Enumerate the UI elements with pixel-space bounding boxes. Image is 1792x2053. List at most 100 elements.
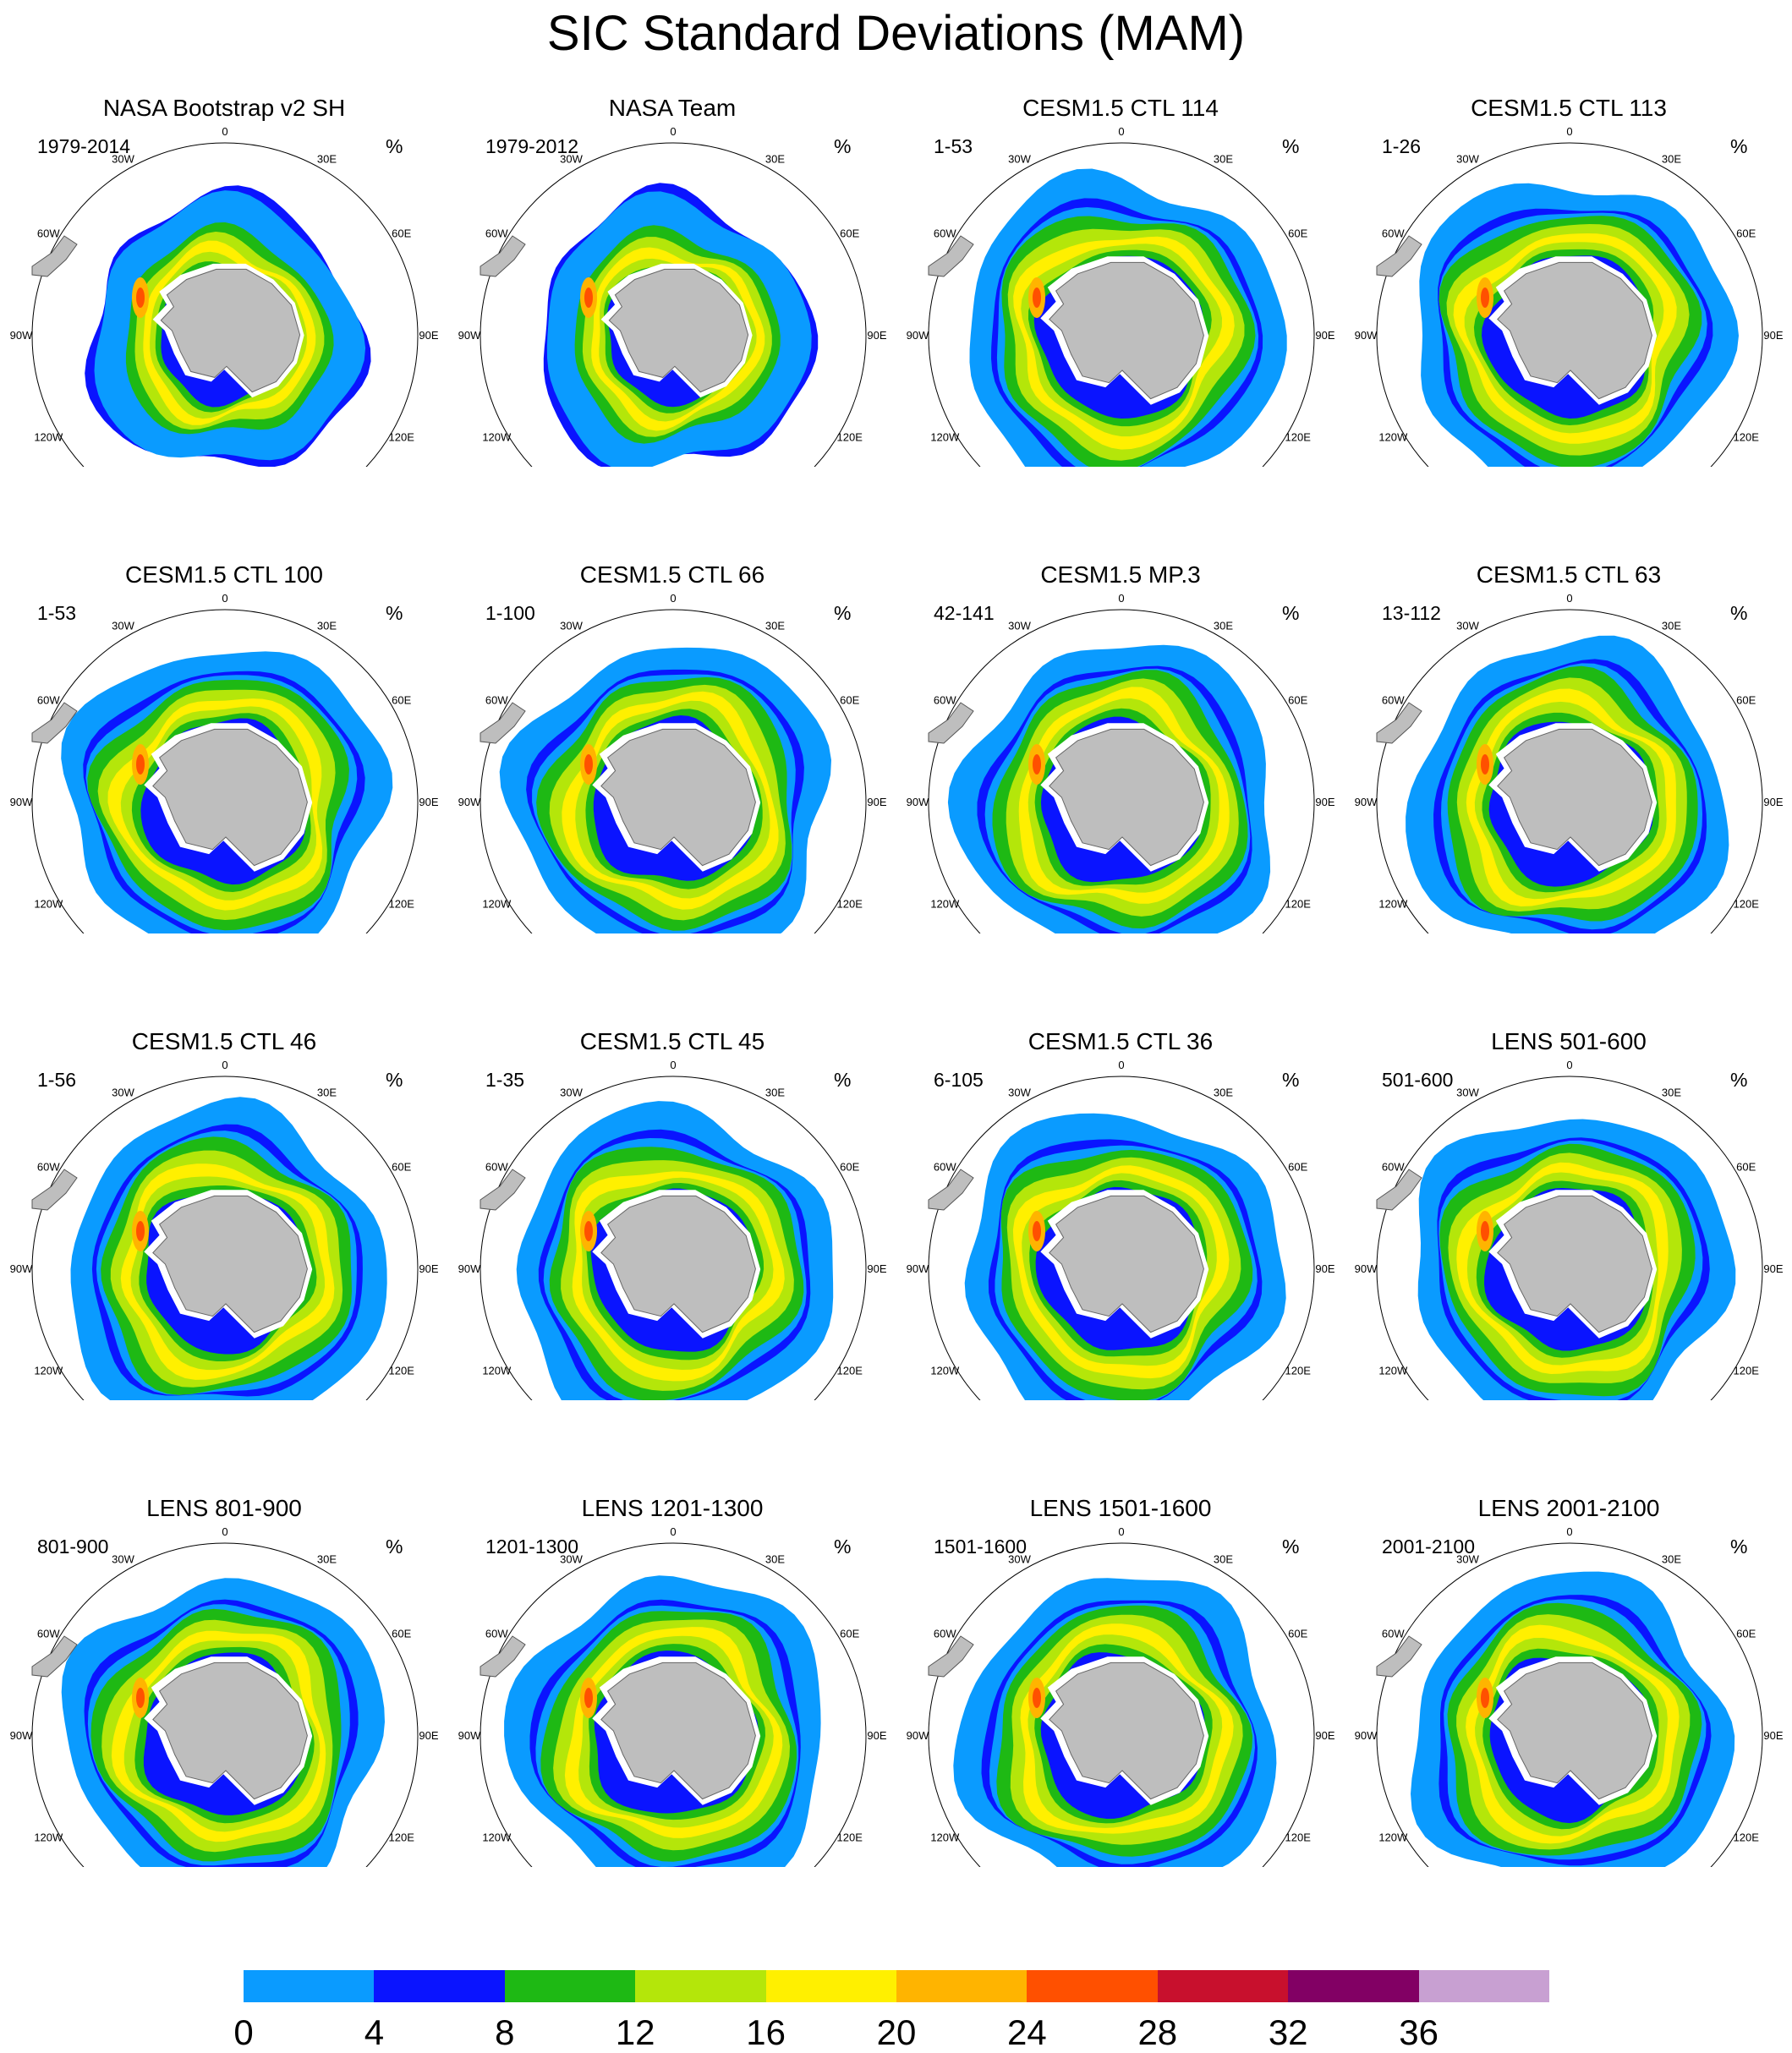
longitude-label: 30W xyxy=(560,1086,583,1098)
map-panel: 030E60E90E120E150E180150W120W90W60W30WCE… xyxy=(0,933,448,1400)
longitude-label: 120E xyxy=(389,1365,415,1377)
polar-map: 030E60E90E120E150E180150W120W90W60W30W xyxy=(907,1059,1335,1400)
panel-unit-label: % xyxy=(1730,1069,1748,1091)
longitude-label: 60E xyxy=(1288,694,1307,707)
map-panel: 030E60E90E120E150E180150W120W90W60W30WCE… xyxy=(0,467,448,933)
longitude-label: 120E xyxy=(837,898,863,911)
sic-stddev-contour xyxy=(1033,287,1041,308)
longitude-label: 60E xyxy=(840,1628,859,1640)
panel-title: CESM1.5 CTL 63 xyxy=(1476,561,1662,588)
panel-unit-label: % xyxy=(386,602,403,624)
panel-period: 1-35 xyxy=(485,1069,525,1091)
antarctica-landmass xyxy=(152,1662,308,1800)
longitude-label: 120E xyxy=(1734,1831,1760,1844)
longitude-label: 30W xyxy=(1456,152,1479,165)
longitude-label: 90W xyxy=(10,1729,33,1742)
longitude-label: 30E xyxy=(1214,619,1233,632)
panel-title: CESM1.5 CTL 66 xyxy=(579,561,765,588)
longitude-label: 60W xyxy=(1382,227,1405,240)
longitude-label: 60E xyxy=(392,1628,411,1640)
antarctica-landmass xyxy=(1049,261,1204,400)
polar-map: 030E60E90E120E150E180150W120W90W60W30W xyxy=(458,1059,887,1400)
longitude-label: 90W xyxy=(458,1262,481,1275)
longitude-label: 60W xyxy=(485,1161,508,1174)
panel-title: LENS 1501-1600 xyxy=(1029,1495,1212,1521)
antarctica-landmass xyxy=(152,1195,308,1333)
longitude-label: 90W xyxy=(10,796,33,808)
map-panel: 030E60E90E120E150E180150W120W90W60W30WCE… xyxy=(896,0,1345,467)
longitude-label: 90E xyxy=(867,329,886,342)
colorbar-tick-label: 16 xyxy=(746,2012,786,2052)
longitude-label: 0 xyxy=(1566,1525,1572,1538)
longitude-label: 120W xyxy=(482,431,512,444)
sic-stddev-contour xyxy=(584,1221,593,1241)
colorbar-tick-label: 12 xyxy=(615,2012,655,2052)
longitude-label: 60W xyxy=(934,227,956,240)
polar-map: 030E60E90E120E150E180150W120W90W60W30W xyxy=(10,1525,439,1867)
polar-map: 030E60E90E120E150E180150W120W90W60W30W xyxy=(1355,125,1784,467)
longitude-label: 90E xyxy=(419,1729,438,1742)
longitude-label: 30E xyxy=(765,1086,785,1098)
panel-unit-label: % xyxy=(1282,602,1300,624)
longitude-label: 120W xyxy=(34,898,63,911)
longitude-label: 60E xyxy=(1736,1628,1756,1640)
south-america-landmass xyxy=(480,702,526,744)
antarctica-landmass xyxy=(1049,1662,1204,1800)
polar-map: 030E60E90E120E150E180150W120W90W60W30W xyxy=(1355,1525,1784,1867)
colorbar-tick-label: 24 xyxy=(1007,2012,1047,2052)
panel-unit-label: % xyxy=(1282,1536,1300,1558)
longitude-label: 30W xyxy=(560,619,583,632)
panel-unit-label: % xyxy=(386,135,403,157)
map-panel: 030E60E90E120E150E180150W120W90W60W30WLE… xyxy=(0,1400,448,1867)
colorbar-tick-label: 20 xyxy=(876,2012,917,2052)
longitude-label: 90E xyxy=(1315,1729,1334,1742)
polar-map: 030E60E90E120E150E180150W120W90W60W30W xyxy=(907,1525,1335,1867)
south-america-landmass xyxy=(480,1635,526,1678)
longitude-label: 60E xyxy=(1736,694,1756,707)
panel-title: LENS 1201-1300 xyxy=(581,1495,764,1521)
longitude-label: 90E xyxy=(419,796,438,808)
longitude-label: 90E xyxy=(867,796,886,808)
polar-map: 030E60E90E120E150E180150W120W90W60W30W xyxy=(907,592,1335,933)
longitude-label: 120W xyxy=(930,898,960,911)
sic-stddev-contour xyxy=(1481,1221,1489,1241)
longitude-label: 90W xyxy=(907,1262,929,1275)
longitude-label: 120E xyxy=(1285,431,1312,444)
longitude-label: 120W xyxy=(34,431,63,444)
sic-stddev-contour xyxy=(136,754,145,775)
panel-unit-label: % xyxy=(386,1069,403,1091)
map-panel: 030E60E90E120E150E180150W120W90W60W30WNA… xyxy=(0,0,448,467)
panel-title: CESM1.5 CTL 113 xyxy=(1471,95,1667,121)
longitude-label: 30E xyxy=(765,1552,785,1565)
map-panel: 030E60E90E120E150E180150W120W90W60W30WCE… xyxy=(1345,0,1792,467)
longitude-label: 60E xyxy=(392,227,411,240)
longitude-label: 0 xyxy=(670,125,676,138)
antarctica-landmass xyxy=(1497,1195,1652,1333)
panel-unit-label: % xyxy=(834,1069,852,1091)
panel-unit-label: % xyxy=(1730,602,1748,624)
colorbar-tick-label: 36 xyxy=(1399,2012,1439,2052)
longitude-label: 30W xyxy=(112,1086,134,1098)
panel-period: 801-900 xyxy=(37,1536,109,1558)
map-panel: 030E60E90E120E150E180150W120W90W60W30W LE… xyxy=(896,1400,1345,1867)
longitude-label: 30W xyxy=(1008,619,1031,632)
south-america-landmass xyxy=(1376,1635,1422,1678)
panel-unit-label: % xyxy=(1282,1069,1300,1091)
longitude-label: 30W xyxy=(112,152,134,165)
panel-period: 1-53 xyxy=(37,602,77,624)
panel-title: LENS 801-900 xyxy=(146,1495,302,1521)
longitude-label: 120W xyxy=(34,1831,63,1844)
polar-map: 030E60E90E120E150E180150W120W90W60W30W xyxy=(458,1525,887,1867)
colorbar-tick-label: 8 xyxy=(495,2012,515,2052)
longitude-label: 0 xyxy=(222,592,227,605)
panel-period: 6-105 xyxy=(934,1069,984,1091)
longitude-label: 60E xyxy=(392,694,411,707)
longitude-label: 90E xyxy=(867,1729,886,1742)
panel-title: CESM1.5 MP.3 xyxy=(1040,561,1201,588)
sic-stddev-contour xyxy=(1481,1688,1489,1708)
longitude-label: 120W xyxy=(482,1365,512,1377)
longitude-label: 60W xyxy=(37,1628,60,1640)
longitude-label: 90W xyxy=(1355,1262,1378,1275)
longitude-label: 30E xyxy=(765,619,785,632)
sic-stddev-contour xyxy=(1481,754,1489,775)
